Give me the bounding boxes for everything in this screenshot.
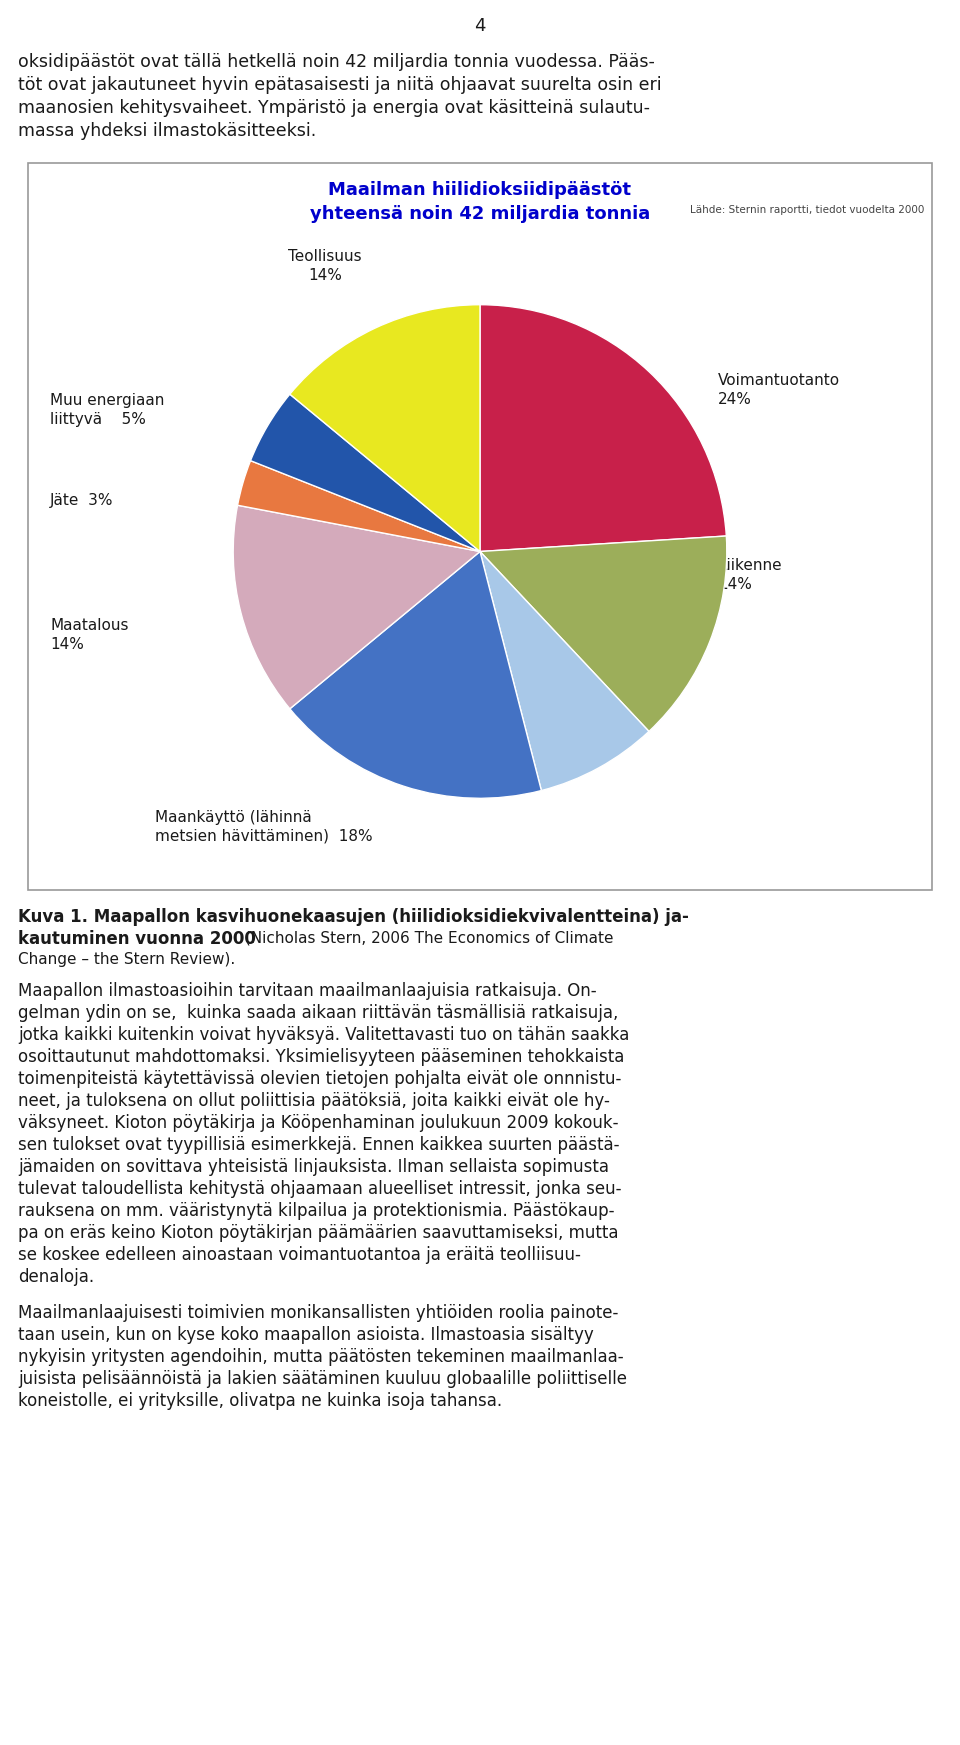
Text: osoittautunut mahdottomaksi. Yksimielisyyteen pääseminen tehokkaista: osoittautunut mahdottomaksi. Yksimielisy… xyxy=(18,1049,624,1066)
Text: jotka kaikki kuitenkin voivat hyväksyä. Valitettavasti tuo on tähän saakka: jotka kaikki kuitenkin voivat hyväksyä. … xyxy=(18,1026,630,1044)
Text: Maailman hiilidioksiidipäästöt: Maailman hiilidioksiidipäästöt xyxy=(328,181,632,199)
Text: Lämmitys
8%: Lämmitys 8% xyxy=(503,750,577,784)
Text: pa on eräs keino Kioton pöytäkirjan päämäärien saavuttamiseksi, mutta: pa on eräs keino Kioton pöytäkirjan pääm… xyxy=(18,1223,618,1242)
Text: yhteensä noin 42 miljardia tonnia: yhteensä noin 42 miljardia tonnia xyxy=(310,204,650,223)
Text: Maapallon ilmastoasioihin tarvitaan maailmanlaajuisia ratkaisuja. On-: Maapallon ilmastoasioihin tarvitaan maai… xyxy=(18,982,596,1000)
Text: kautuminen vuonna 2000: kautuminen vuonna 2000 xyxy=(18,930,256,948)
Wedge shape xyxy=(290,551,541,797)
Text: taan usein, kun on kyse koko maapallon asioista. Ilmastoasia sisältyy: taan usein, kun on kyse koko maapallon a… xyxy=(18,1326,593,1344)
Text: juisista pelisäännöistä ja lakien säätäminen kuuluu globaalille poliittiselle: juisista pelisäännöistä ja lakien säätäm… xyxy=(18,1370,627,1387)
Wedge shape xyxy=(480,536,727,731)
Wedge shape xyxy=(237,461,480,551)
Text: se koskee edelleen ainoastaan voimantuotantoa ja eräitä teolliisuu-: se koskee edelleen ainoastaan voimantuot… xyxy=(18,1246,581,1263)
Text: (Nicholas Stern, 2006 The Economics of Climate: (Nicholas Stern, 2006 The Economics of C… xyxy=(240,930,613,946)
Text: Voimantuotanto
24%: Voimantuotanto 24% xyxy=(718,373,840,407)
Wedge shape xyxy=(290,305,480,551)
Text: massa yhdeksi ilmastokäsitteeksi.: massa yhdeksi ilmastokäsitteeksi. xyxy=(18,122,316,140)
Text: jämaiden on sovittava yhteisistä linjauksista. Ilman sellaista sopimusta: jämaiden on sovittava yhteisistä linjauk… xyxy=(18,1159,609,1176)
Wedge shape xyxy=(251,394,480,551)
Text: Lähde: Sternin raportti, tiedot vuodelta 2000: Lähde: Sternin raportti, tiedot vuodelta… xyxy=(689,204,924,215)
Text: Liikenne
14%: Liikenne 14% xyxy=(718,558,781,592)
Text: väksyneet. Kioton pöytäkirja ja Kööpenhaminan joulukuun 2009 kokouk-: väksyneet. Kioton pöytäkirja ja Kööpenha… xyxy=(18,1113,618,1133)
Text: Maankäyttö (lähinnä
metsien hävittäminen)  18%: Maankäyttö (lähinnä metsien hävittäminen… xyxy=(155,810,372,843)
Text: gelman ydin on se,  kuinka saada aikaan riittävän täsmällisiä ratkaisuja,: gelman ydin on se, kuinka saada aikaan r… xyxy=(18,1003,618,1023)
Text: rauksena on mm. vääristynytä kilpailua ja protektionismia. Päästökaup-: rauksena on mm. vääristynytä kilpailua j… xyxy=(18,1202,614,1220)
Bar xyxy=(28,162,932,890)
Text: Jäte  3%: Jäte 3% xyxy=(50,492,113,508)
Text: nykyisin yritysten agendoihin, mutta päätösten tekeminen maailmanlaa-: nykyisin yritysten agendoihin, mutta pää… xyxy=(18,1347,624,1366)
Text: oksidipäästöt ovat tällä hetkellä noin 42 miljardia tonnia vuodessa. Pääs-: oksidipäästöt ovat tällä hetkellä noin 4… xyxy=(18,52,655,72)
Text: Maailmanlaajuisesti toimivien monikansallisten yhtiöiden roolia painote-: Maailmanlaajuisesti toimivien monikansal… xyxy=(18,1304,618,1323)
Text: maanosien kehitysvaiheet. Ympäristö ja energia ovat käsitteinä sulautu-: maanosien kehitysvaiheet. Ympäristö ja e… xyxy=(18,99,650,117)
Wedge shape xyxy=(480,305,727,551)
Text: neet, ja tuloksena on ollut poliittisia päätöksiä, joita kaikki eivät ole hy-: neet, ja tuloksena on ollut poliittisia … xyxy=(18,1092,610,1110)
Text: koneistolle, ei yrityksille, olivatpa ne kuinka isoja tahansa.: koneistolle, ei yrityksille, olivatpa ne… xyxy=(18,1393,502,1410)
Text: töt ovat jakautuneet hyvin epätasaisesti ja niitä ohjaavat suurelta osin eri: töt ovat jakautuneet hyvin epätasaisesti… xyxy=(18,77,661,94)
Text: Kuva 1. Maapallon kasvihuonekaasujen (hiilidioksidiekvivalentteina) ja-: Kuva 1. Maapallon kasvihuonekaasujen (hi… xyxy=(18,907,689,927)
Text: Maatalous
14%: Maatalous 14% xyxy=(50,618,129,653)
Text: Change – the Stern Review).: Change – the Stern Review). xyxy=(18,953,235,967)
Wedge shape xyxy=(480,551,649,790)
Text: denaloja.: denaloja. xyxy=(18,1269,94,1286)
Text: Teollisuus
14%: Teollisuus 14% xyxy=(288,250,362,283)
Text: toimenpiteistä käytettävissä olevien tietojen pohjalta eivät ole onnnistu-: toimenpiteistä käytettävissä olevien tie… xyxy=(18,1070,621,1087)
Text: Muu energiaan
liittyvä    5%: Muu energiaan liittyvä 5% xyxy=(50,393,164,428)
Wedge shape xyxy=(233,506,480,708)
Text: 4: 4 xyxy=(474,17,486,35)
Text: sen tulokset ovat tyypillisiä esimerkkejä. Ennen kaikkea suurten päästä-: sen tulokset ovat tyypillisiä esimerkkej… xyxy=(18,1136,619,1153)
Text: tulevat taloudellista kehitystä ohjaamaan alueelliset intressit, jonka seu-: tulevat taloudellista kehitystä ohjaamaa… xyxy=(18,1180,621,1199)
